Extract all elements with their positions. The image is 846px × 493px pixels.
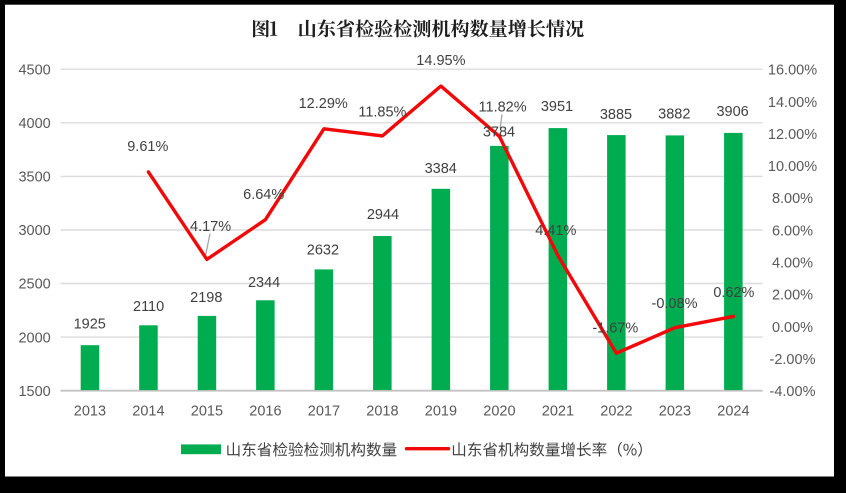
svg-text:2023: 2023 xyxy=(659,404,691,420)
svg-text:2013: 2013 xyxy=(74,404,106,420)
svg-text:11.85%: 11.85% xyxy=(358,104,406,120)
svg-text:-1.67%: -1.67% xyxy=(592,321,638,337)
svg-text:3500: 3500 xyxy=(18,170,50,186)
svg-text:4500: 4500 xyxy=(18,62,50,78)
svg-text:2017: 2017 xyxy=(308,404,340,420)
svg-text:1500: 1500 xyxy=(18,384,50,400)
svg-text:3384: 3384 xyxy=(425,161,457,177)
svg-text:4.17%: 4.17% xyxy=(190,219,231,235)
svg-text:11.82%: 11.82% xyxy=(479,100,527,116)
svg-text:3885: 3885 xyxy=(600,107,632,123)
svg-text:2020: 2020 xyxy=(483,404,515,420)
svg-text:1925: 1925 xyxy=(74,317,106,333)
svg-text:12.00%: 12.00% xyxy=(768,127,817,143)
svg-text:-4.00%: -4.00% xyxy=(770,384,816,400)
svg-text:3784: 3784 xyxy=(483,125,515,141)
svg-text:14.95%: 14.95% xyxy=(416,53,465,69)
svg-text:2500: 2500 xyxy=(18,277,50,293)
svg-text:2022: 2022 xyxy=(600,404,632,420)
svg-text:2024: 2024 xyxy=(717,404,749,420)
svg-text:2000: 2000 xyxy=(18,330,50,346)
svg-text:4000: 4000 xyxy=(18,116,50,132)
svg-text:0.00%: 0.00% xyxy=(772,320,813,336)
svg-text:2632: 2632 xyxy=(307,242,339,258)
svg-text:2344: 2344 xyxy=(248,275,280,291)
svg-text:6.00%: 6.00% xyxy=(772,223,813,239)
svg-text:2015: 2015 xyxy=(191,404,223,420)
svg-text:3951: 3951 xyxy=(541,99,573,115)
svg-text:2014: 2014 xyxy=(132,404,164,420)
svg-text:16.00%: 16.00% xyxy=(768,63,817,79)
svg-text:2110: 2110 xyxy=(133,299,164,315)
svg-text:4.00%: 4.00% xyxy=(772,256,813,272)
svg-text:3000: 3000 xyxy=(18,223,50,239)
svg-text:2018: 2018 xyxy=(366,404,398,420)
svg-text:9.61%: 9.61% xyxy=(127,139,168,155)
svg-text:14.00%: 14.00% xyxy=(768,95,817,111)
svg-text:2016: 2016 xyxy=(249,404,281,420)
svg-text:6.64%: 6.64% xyxy=(243,187,284,203)
svg-text:8.00%: 8.00% xyxy=(772,191,813,207)
svg-text:3882: 3882 xyxy=(658,107,690,123)
svg-text:3906: 3906 xyxy=(716,104,748,120)
svg-text:0.62%: 0.62% xyxy=(713,285,754,301)
svg-text:2021: 2021 xyxy=(542,404,574,420)
svg-text:4.41%: 4.41% xyxy=(535,223,576,239)
svg-text:2019: 2019 xyxy=(425,404,457,420)
svg-text:2944: 2944 xyxy=(367,207,399,223)
svg-text:12.29%: 12.29% xyxy=(299,96,348,112)
svg-text:-2.00%: -2.00% xyxy=(770,352,816,368)
svg-text:-0.08%: -0.08% xyxy=(652,296,698,312)
svg-text:10.00%: 10.00% xyxy=(768,159,817,175)
svg-text:2198: 2198 xyxy=(190,290,222,306)
svg-text:2.00%: 2.00% xyxy=(772,288,813,304)
